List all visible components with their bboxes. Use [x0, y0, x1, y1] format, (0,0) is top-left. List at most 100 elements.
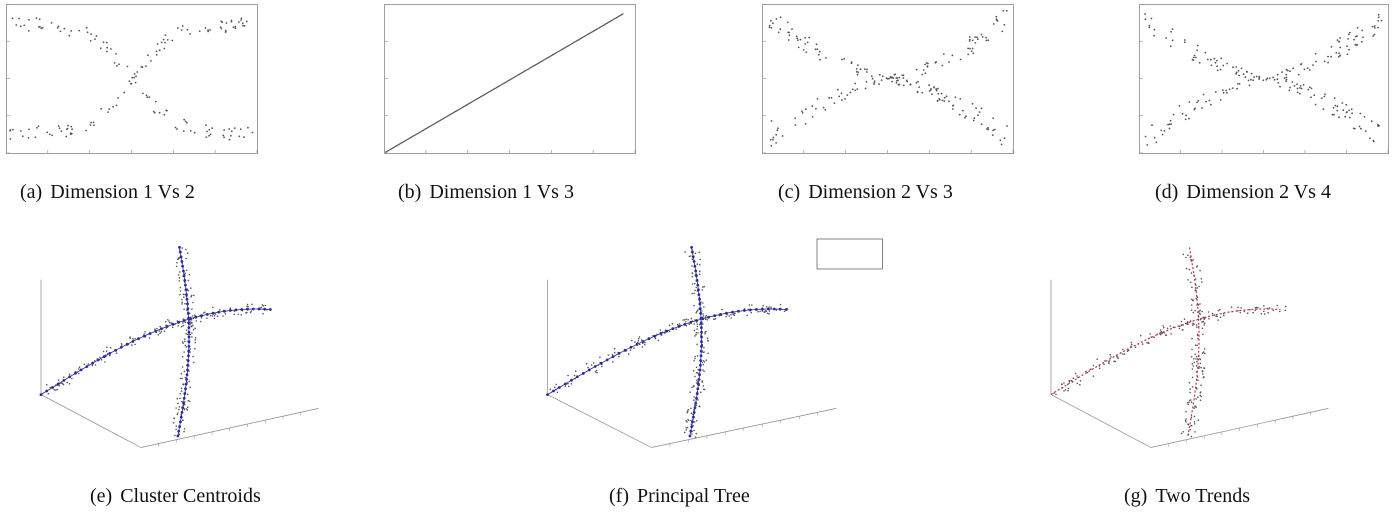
data-point	[762, 305, 764, 307]
data-point	[183, 338, 186, 340]
data-point	[240, 17, 243, 20]
data-point	[933, 86, 935, 88]
data-point	[695, 432, 698, 435]
data-point	[134, 343, 136, 346]
data-point	[247, 126, 249, 129]
data-point	[1167, 123, 1169, 126]
data-point	[136, 71, 139, 73]
data-point	[1160, 330, 1163, 333]
data-point	[192, 328, 195, 331]
data-point	[841, 58, 843, 61]
data-point	[768, 26, 771, 29]
data-point	[1122, 348, 1124, 351]
data-point	[770, 306, 772, 308]
data-point	[638, 343, 641, 346]
data-point	[190, 325, 192, 327]
data-point	[1283, 77, 1286, 79]
data-point	[174, 126, 177, 129]
data-point	[685, 318, 687, 320]
data-point	[1197, 379, 1199, 381]
data-point	[1168, 123, 1171, 126]
caption-c-text: Dimension 2 Vs 3	[808, 181, 953, 203]
data-point	[243, 25, 246, 27]
data-point	[688, 323, 691, 326]
data-point	[1190, 424, 1192, 427]
caption-f-text: Principal Tree	[636, 485, 750, 507]
data-point	[1202, 316, 1204, 319]
data-point	[1190, 356, 1193, 358]
data-point	[1216, 59, 1218, 62]
data-point	[251, 303, 253, 306]
data-point	[1194, 344, 1197, 346]
data-point	[1185, 267, 1188, 270]
data-point	[1208, 317, 1210, 320]
data-point	[1246, 312, 1249, 314]
data-point	[1213, 57, 1216, 60]
data-point	[941, 64, 944, 67]
data-point	[1281, 71, 1283, 73]
data-point	[183, 430, 185, 433]
data-point	[1190, 304, 1193, 306]
data-point	[182, 322, 184, 324]
data-point	[922, 69, 925, 71]
data-point	[1187, 423, 1189, 425]
data-point	[902, 77, 905, 79]
data-point	[917, 80, 919, 83]
data-point	[185, 346, 188, 348]
data-point	[683, 319, 686, 321]
data-point	[703, 388, 706, 391]
data-point	[1188, 268, 1191, 271]
data-point	[607, 354, 610, 356]
data-point	[696, 379, 698, 382]
data-point	[779, 28, 782, 31]
data-point	[714, 318, 717, 320]
data-point	[599, 356, 601, 359]
data-point	[693, 292, 695, 295]
data-point	[806, 41, 809, 44]
data-point	[194, 337, 197, 339]
caption-b-tag: (b)	[398, 181, 422, 203]
data-point	[40, 27, 43, 30]
data-point	[902, 84, 905, 87]
data-point	[104, 361, 106, 363]
data-point	[94, 364, 97, 366]
data-point	[972, 52, 975, 55]
data-point	[18, 17, 20, 20]
data-point	[230, 19, 233, 22]
data-point	[697, 332, 699, 334]
data-point	[1198, 61, 1201, 64]
data-point	[225, 22, 228, 24]
data-point	[1359, 112, 1362, 115]
data-point	[1193, 358, 1195, 360]
data-point	[1202, 333, 1204, 336]
data-point	[1348, 48, 1350, 51]
data-point	[232, 26, 235, 29]
caption-d-tag: (d)	[1155, 181, 1179, 203]
data-point	[102, 41, 105, 44]
data-point	[698, 405, 701, 408]
data-point	[178, 406, 181, 408]
data-point	[1197, 396, 1199, 398]
data-point	[701, 381, 704, 383]
data-point	[815, 43, 818, 46]
data-point	[1297, 73, 1300, 76]
data-point	[897, 83, 900, 86]
data-point	[211, 127, 214, 130]
data-point	[11, 17, 14, 20]
data-point	[795, 35, 798, 38]
data-point	[1330, 55, 1332, 58]
data-point	[703, 361, 706, 363]
data-point	[943, 100, 946, 102]
data-point	[1247, 79, 1250, 82]
data-point	[181, 25, 184, 27]
data-point	[59, 30, 62, 33]
data-point	[1188, 381, 1191, 384]
data-point	[641, 346, 644, 348]
data-point	[1312, 64, 1314, 66]
data-point	[1208, 99, 1211, 102]
data-point	[696, 310, 698, 313]
data-point	[1292, 67, 1294, 70]
data-point	[971, 47, 974, 50]
data-point	[746, 314, 748, 317]
data-point	[1067, 389, 1069, 392]
